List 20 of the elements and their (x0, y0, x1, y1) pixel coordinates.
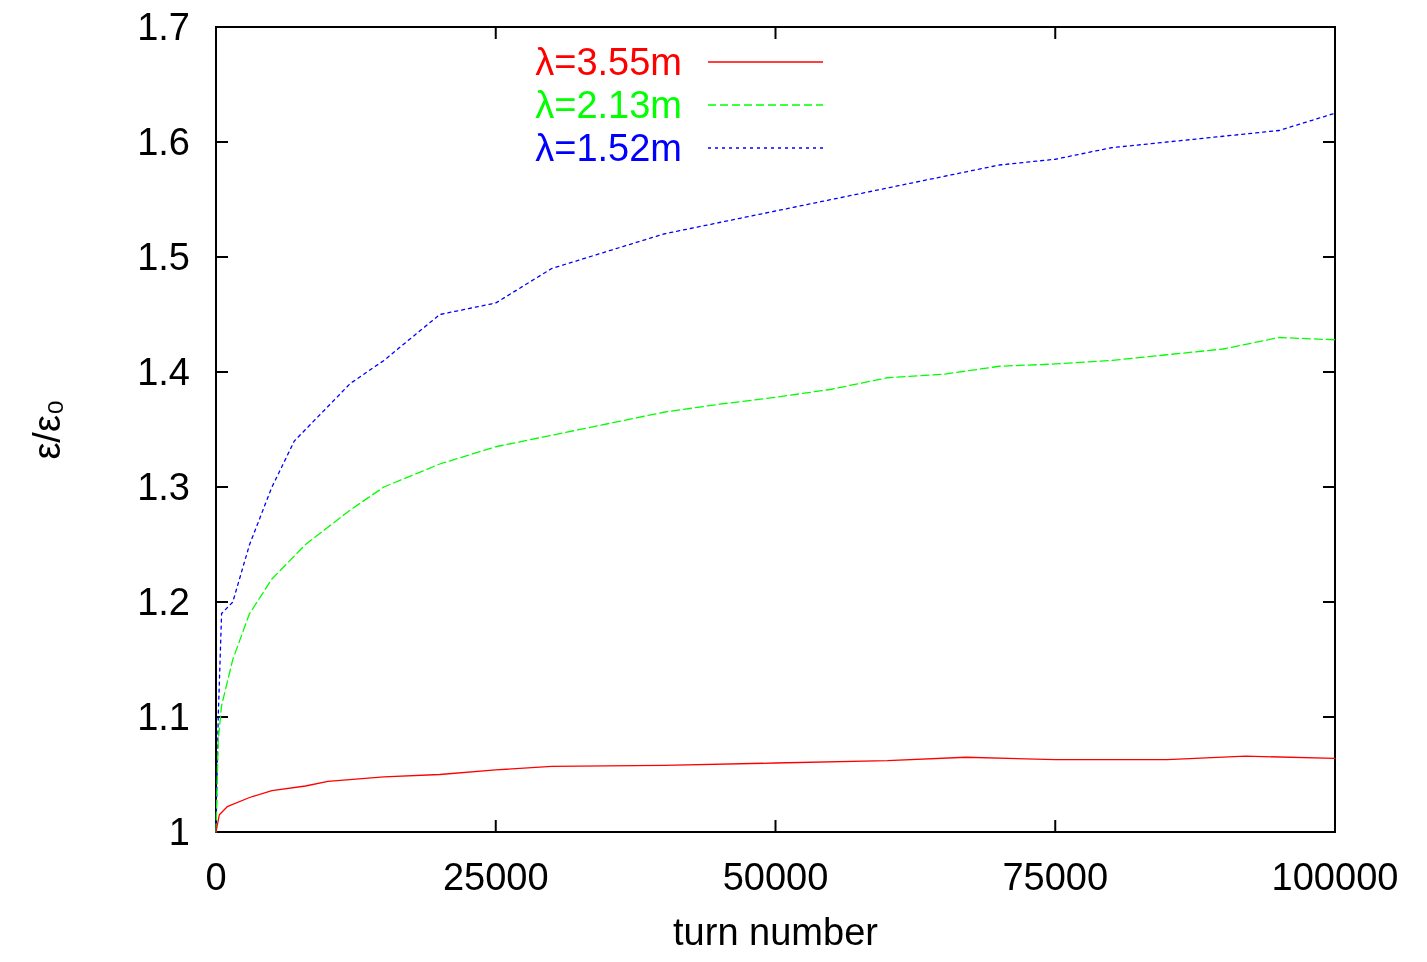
x-tick-label: 0 (205, 856, 227, 898)
y-tick-label: 1.6 (137, 121, 190, 163)
legend-label: λ=3.55m (535, 41, 682, 83)
line-series (215, 755, 1336, 833)
legend-label: λ=2.13m (535, 84, 682, 126)
y-tick-label: 1.3 (137, 466, 190, 508)
y-tick-label: 1.4 (137, 351, 190, 393)
legend-label: λ=1.52m (535, 127, 682, 169)
line-series (215, 336, 1336, 833)
x-tick-label: 25000 (442, 856, 549, 898)
y-axis-title: ε/ε₀ (26, 399, 68, 460)
y-tick-label: 1.7 (137, 6, 190, 48)
x-axis-title: turn number (673, 911, 879, 953)
y-tick-label: 1.5 (137, 236, 190, 278)
y-tick-label: 1.2 (137, 581, 190, 623)
x-tick-label: 75000 (1002, 856, 1109, 898)
x-tick-label: 100000 (1271, 856, 1399, 898)
x-tick-label: 50000 (722, 856, 829, 898)
y-tick-label: 1.1 (137, 696, 190, 738)
y-tick-label: 1 (168, 811, 190, 853)
